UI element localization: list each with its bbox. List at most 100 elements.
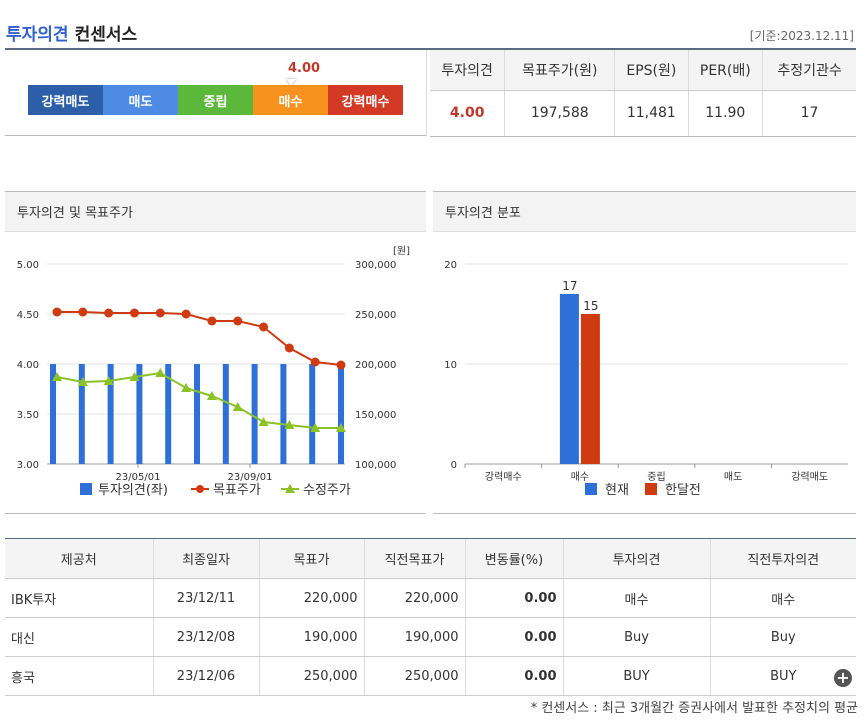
broker-cell: BUY bbox=[562, 656, 710, 696]
gauge-pointer-icon bbox=[286, 79, 296, 86]
x-tick-label: 23/09/01 bbox=[228, 472, 273, 483]
broker-cell: 23/12/08 bbox=[152, 617, 259, 657]
base-date: [기준:2023.12.11] bbox=[749, 29, 854, 43]
summary-value: 197,588 bbox=[504, 90, 615, 137]
data-label: 17 bbox=[562, 279, 577, 293]
broker-cell: 23/12/06 bbox=[152, 656, 259, 696]
y-right-tick-label: 100,000 bbox=[355, 460, 396, 471]
opinion-bar bbox=[50, 364, 56, 464]
opinion-price-chart: 5.00 4.50 4.00 3.50 3.00 300,000 250,000 200,00… bbox=[17, 245, 410, 498]
broker-header: 투자의견 bbox=[562, 538, 710, 579]
gauge-bar: 강력매도 매도 중립 매수 강력매수 bbox=[28, 85, 403, 115]
target-price-point bbox=[207, 316, 217, 326]
gauge-segment: 매도 bbox=[103, 85, 178, 115]
y-left-tick-label: 4.50 bbox=[17, 310, 39, 321]
header-divider bbox=[5, 48, 856, 50]
adjusted-price-line bbox=[56, 371, 341, 429]
broker-cell: 매수 bbox=[562, 578, 710, 618]
panel-title: 투자의견 및 목표주가 bbox=[5, 192, 426, 232]
opinion-bar bbox=[78, 364, 85, 464]
broker-cell: 0.00 bbox=[464, 656, 563, 696]
opinion-bar bbox=[107, 364, 114, 464]
title-primary: 투자의견 bbox=[6, 24, 69, 45]
target-price-point bbox=[284, 343, 294, 353]
opinion-price-chart-panel: 투자의견 및 목표주가 5.00 4.50 4.00 3.50 3.00 300,000 2… bbox=[5, 191, 426, 514]
gauge-value: 4.00 bbox=[288, 61, 321, 76]
expand-more-icon[interactable]: + bbox=[834, 669, 852, 687]
distribution-bar bbox=[580, 314, 600, 464]
broker-header: 제공처 bbox=[5, 538, 153, 579]
broker-cell: 매수 bbox=[709, 578, 856, 618]
legend-swatch bbox=[80, 483, 92, 495]
opinion-bar bbox=[136, 364, 143, 464]
opinion-bar bbox=[165, 364, 172, 464]
x-tick-label: 23/05/01 bbox=[116, 472, 161, 483]
summary-header: PER(배) bbox=[687, 50, 763, 91]
summary-value: 4.00 bbox=[430, 90, 505, 137]
adjusted-price-point bbox=[52, 372, 62, 381]
gauge-segment: 중립 bbox=[178, 85, 253, 115]
target-price-line bbox=[57, 311, 342, 366]
consensus-summary-table: 투자의견 목표주가(원) EPS(원) PER(배) 추정기관수 4.00 197,588… bbox=[430, 50, 856, 137]
table-row: 대신 23/12/08 190,000 190,000 0.00 Buy Buy bbox=[5, 617, 856, 657]
broker-header: 직전목표가 bbox=[363, 538, 465, 579]
footnote: * 컨센서스 : 최근 3개월간 증권사에서 발표한 추정치의 평균 bbox=[530, 701, 858, 716]
target-price-point bbox=[52, 307, 62, 317]
broker-cell: 대신 bbox=[5, 617, 153, 657]
opinion-distribution-chart-panel: 투자의견 분포 20 10 0 강력매수 매수 17 15 중립 매도 강력매도 현재 한달전 bbox=[433, 191, 856, 514]
y-tick-label: 10 bbox=[444, 360, 457, 371]
title-secondary: 컨센서스 bbox=[74, 24, 138, 45]
target-price-point bbox=[310, 357, 320, 367]
target-price-point bbox=[104, 308, 114, 318]
summary-header: 목표주가(원) bbox=[504, 50, 615, 91]
broker-cell: 250,000 bbox=[258, 656, 364, 696]
broker-cell: 250,000 bbox=[363, 656, 465, 696]
y-left-tick-label: 3.00 bbox=[17, 460, 39, 471]
y-left-tick-label: 3.50 bbox=[17, 410, 39, 421]
summary-value: 11.90 bbox=[687, 90, 763, 137]
legend-swatch bbox=[585, 483, 597, 495]
target-price-point bbox=[155, 308, 165, 318]
summary-header: EPS(원) bbox=[614, 50, 689, 91]
broker-cell: 0.00 bbox=[464, 617, 563, 657]
adjusted-price-point bbox=[77, 377, 88, 386]
legend-label: 현재 bbox=[605, 483, 629, 498]
broker-header: 최종일자 bbox=[152, 538, 259, 579]
x-tick-label: 매도 bbox=[724, 471, 742, 483]
x-tick-label: 강력매수 bbox=[485, 471, 522, 483]
broker-cell: Buy bbox=[562, 617, 710, 657]
y-right-tick-label: 300,000 bbox=[355, 260, 396, 271]
broker-cell: 220,000 bbox=[363, 578, 465, 618]
opinion-bar bbox=[280, 364, 287, 464]
summary-header: 추정기관수 bbox=[762, 50, 856, 91]
summary-value: 17 bbox=[762, 90, 856, 137]
broker-header: 변동률(%) bbox=[464, 538, 563, 579]
target-price-point bbox=[78, 307, 88, 317]
adjusted-price-point bbox=[206, 391, 217, 400]
x-tick-label: 매수 bbox=[571, 471, 589, 483]
legend-label: 목표주가 bbox=[213, 483, 261, 498]
adjusted-price-point bbox=[310, 423, 321, 432]
y-tick-label: 20 bbox=[444, 260, 457, 271]
opinion-bar bbox=[251, 364, 258, 464]
adjusted-price-point bbox=[155, 368, 166, 377]
broker-cell: 흥국 bbox=[5, 656, 153, 696]
gauge-segment: 매수 bbox=[253, 85, 328, 115]
y-right-unit-label: [원] bbox=[393, 245, 410, 257]
adjusted-price-point bbox=[129, 372, 140, 381]
table-row: 흥국 23/12/06 250,000 250,000 0.00 BUY BUY bbox=[5, 656, 856, 696]
page-title: 투자의견 컨센서스 bbox=[6, 18, 137, 46]
adjusted-price-point bbox=[103, 376, 114, 385]
summary-value: 11,481 bbox=[614, 90, 689, 137]
y-tick-label: 0 bbox=[451, 460, 457, 471]
adjusted-price-point bbox=[232, 402, 243, 411]
target-price-point bbox=[336, 360, 346, 370]
opinion-bar bbox=[309, 364, 316, 464]
table-row: IBK투자 23/12/11 220,000 220,000 0.00 매수 매수 bbox=[5, 578, 856, 618]
broker-cell: IBK투자 bbox=[5, 578, 153, 618]
broker-header: 목표가 bbox=[258, 538, 364, 579]
adjusted-price-point bbox=[284, 420, 295, 429]
y-right-tick-label: 250,000 bbox=[355, 310, 396, 321]
y-right-tick-label: 200,000 bbox=[355, 360, 396, 371]
